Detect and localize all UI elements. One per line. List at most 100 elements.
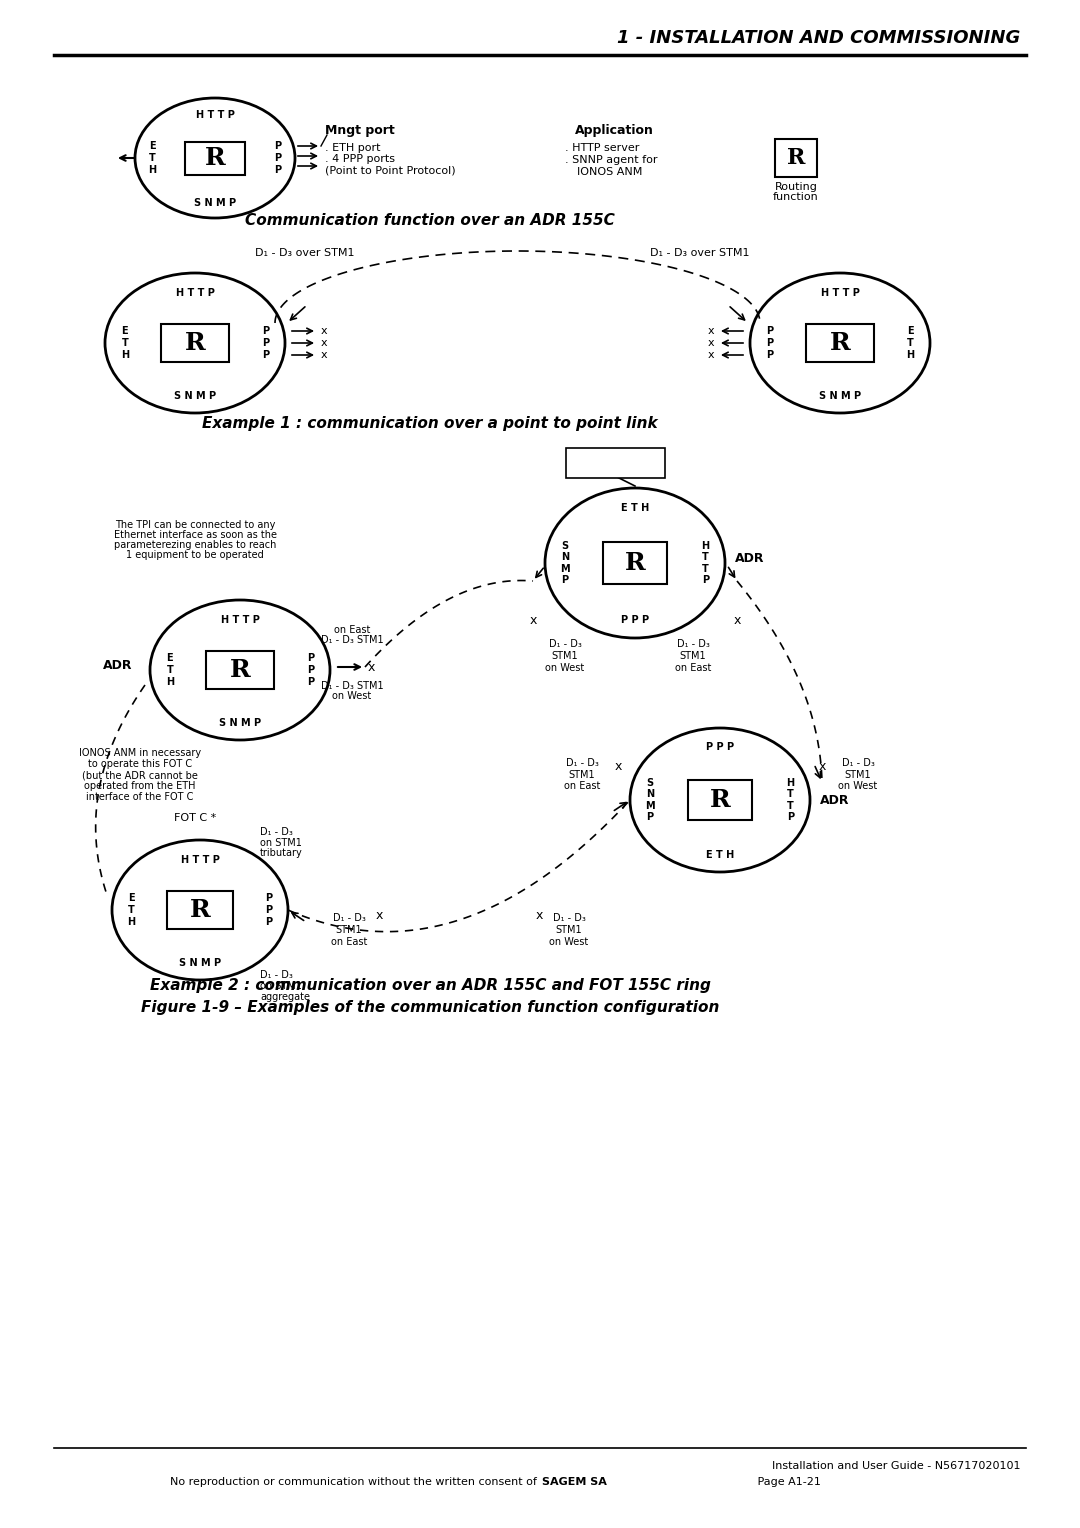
Text: S N M P: S N M P: [194, 199, 237, 208]
FancyBboxPatch shape: [566, 448, 664, 478]
Text: No reproduction or communication without the written consent of: No reproduction or communication without…: [170, 1478, 540, 1487]
Text: R: R: [190, 898, 211, 921]
Text: P
P
P: P P P: [261, 327, 269, 359]
Text: x: x: [819, 761, 826, 773]
FancyBboxPatch shape: [688, 781, 753, 821]
FancyBboxPatch shape: [185, 142, 245, 174]
Text: S N M P: S N M P: [819, 391, 861, 400]
Text: Example 1 : communication over a point to point link: Example 1 : communication over a point t…: [202, 416, 658, 431]
Text: S N M P: S N M P: [179, 958, 221, 967]
Text: H T T P: H T T P: [176, 287, 215, 298]
FancyBboxPatch shape: [161, 324, 229, 362]
Text: Communication function over an ADR 155C: Communication function over an ADR 155C: [245, 212, 615, 228]
FancyBboxPatch shape: [807, 324, 874, 362]
FancyBboxPatch shape: [167, 891, 233, 929]
Text: D₁ - D₃
STM1
on East: D₁ - D₃ STM1 on East: [564, 758, 600, 792]
Text: R: R: [185, 332, 205, 354]
Text: function: function: [773, 193, 819, 202]
Text: P
P
P: P P P: [265, 894, 272, 926]
Text: x: x: [536, 909, 542, 921]
Text: (but the ADR cannot be: (but the ADR cannot be: [82, 770, 198, 779]
Text: IONOS ANM: IONOS ANM: [577, 167, 643, 177]
Text: R: R: [787, 147, 806, 170]
Text: D₁ - D₃
STM1
on West: D₁ - D₃ STM1 on West: [545, 639, 584, 672]
Text: D₁ - D₃ over STM1: D₁ - D₃ over STM1: [255, 248, 354, 258]
Text: D₁ - D₃ STM1: D₁ - D₃ STM1: [321, 681, 383, 691]
Text: . 4 PPP ports: . 4 PPP ports: [325, 154, 395, 163]
Text: P P P: P P P: [621, 614, 649, 625]
Text: S N M P: S N M P: [219, 718, 261, 727]
Text: to operate this FOT C: to operate this FOT C: [87, 759, 192, 769]
Text: H T T P: H T T P: [195, 110, 234, 119]
Text: H T T P: H T T P: [220, 614, 259, 625]
Text: E
T
H: E T H: [149, 142, 157, 174]
Text: SAGEM SA: SAGEM SA: [542, 1478, 607, 1487]
Text: on STM1: on STM1: [260, 981, 302, 992]
Text: x: x: [708, 325, 715, 336]
Text: x: x: [708, 338, 715, 348]
Text: . ETH port: . ETH port: [325, 144, 380, 153]
Text: . HTTP server: . HTTP server: [565, 144, 639, 153]
Text: R: R: [710, 788, 730, 811]
Text: D₁ - D₃: D₁ - D₃: [260, 827, 293, 837]
FancyBboxPatch shape: [603, 542, 667, 584]
Text: Figure 1-9 – Examples of the communication function configuration: Figure 1-9 – Examples of the communicati…: [140, 999, 719, 1015]
Text: x: x: [321, 325, 327, 336]
Text: P
P
P: P P P: [307, 654, 314, 686]
Text: 1 - INSTALLATION AND COMMISSIONING: 1 - INSTALLATION AND COMMISSIONING: [617, 29, 1020, 47]
Text: D₁ - D₃ over STM1: D₁ - D₃ over STM1: [650, 248, 750, 258]
Text: ADR: ADR: [735, 552, 765, 564]
Text: R: R: [624, 552, 646, 575]
Text: Example 2 : communication over an ADR 155C and FOT 155C ring: Example 2 : communication over an ADR 15…: [149, 978, 711, 993]
Text: x: x: [368, 660, 376, 674]
Text: x: x: [615, 761, 622, 773]
Text: IONOS ANM in necessary: IONOS ANM in necessary: [79, 749, 201, 758]
FancyBboxPatch shape: [206, 651, 273, 689]
Text: ADR: ADR: [103, 659, 132, 671]
Text: x: x: [733, 614, 741, 626]
Text: x: x: [321, 338, 327, 348]
Text: D₁ - D₃
STM1
on East: D₁ - D₃ STM1 on East: [330, 914, 367, 947]
Text: on STM1: on STM1: [260, 837, 302, 848]
Text: S
N
M
P: S N M P: [645, 778, 654, 822]
Text: D₁ - D₃
STM1
on West: D₁ - D₃ STM1 on West: [550, 914, 589, 947]
Text: H
T
T
P: H T T P: [786, 778, 794, 822]
Text: E T H: E T H: [621, 503, 649, 513]
Text: R: R: [230, 659, 251, 681]
Text: tributary: tributary: [260, 848, 302, 859]
Text: 1 equipment to be operated: 1 equipment to be operated: [126, 550, 264, 559]
Text: S
N
M
P: S N M P: [561, 541, 569, 585]
Text: parameterezing enables to reach: parameterezing enables to reach: [113, 539, 276, 550]
Text: H T T P: H T T P: [180, 854, 219, 865]
Text: x: x: [708, 350, 715, 361]
Text: P
P
P: P P P: [766, 327, 773, 359]
Text: H T T P: H T T P: [821, 287, 860, 298]
Text: Page A1-21: Page A1-21: [740, 1478, 821, 1487]
Text: x: x: [529, 614, 537, 626]
Text: (Point to Point Protocol): (Point to Point Protocol): [325, 165, 456, 176]
Text: x: x: [321, 350, 327, 361]
Text: interface of the FOT C: interface of the FOT C: [86, 792, 193, 802]
Text: E
T
H: E T H: [906, 327, 915, 359]
Text: E T H: E T H: [706, 850, 734, 860]
Text: D₁ - D₃: D₁ - D₃: [260, 970, 293, 979]
Text: E
T
H: E T H: [127, 894, 135, 926]
Text: on West: on West: [333, 691, 372, 701]
Text: R: R: [204, 147, 226, 170]
Text: IONOS ANM: IONOS ANM: [581, 457, 649, 469]
Text: D₁ - D₃
STM1
on West: D₁ - D₃ STM1 on West: [838, 758, 878, 792]
Text: R: R: [829, 332, 850, 354]
Text: ADR: ADR: [820, 793, 850, 807]
Text: Installation and User Guide - N56717020101: Installation and User Guide - N567170201…: [771, 1461, 1020, 1471]
Text: Application: Application: [575, 124, 653, 136]
Text: on East: on East: [334, 625, 370, 636]
Text: P P P: P P P: [706, 743, 734, 752]
Text: Mngt port: Mngt port: [325, 124, 395, 136]
Text: The TPI can be connected to any: The TPI can be connected to any: [114, 520, 275, 530]
Text: S N M P: S N M P: [174, 391, 216, 400]
Text: D₁ - D₃ STM1: D₁ - D₃ STM1: [321, 636, 383, 645]
Text: P
P
P: P P P: [274, 142, 281, 174]
Text: operated from the ETH: operated from the ETH: [84, 781, 195, 792]
Text: FOT C *: FOT C *: [174, 813, 216, 824]
Text: Routing: Routing: [774, 182, 818, 193]
